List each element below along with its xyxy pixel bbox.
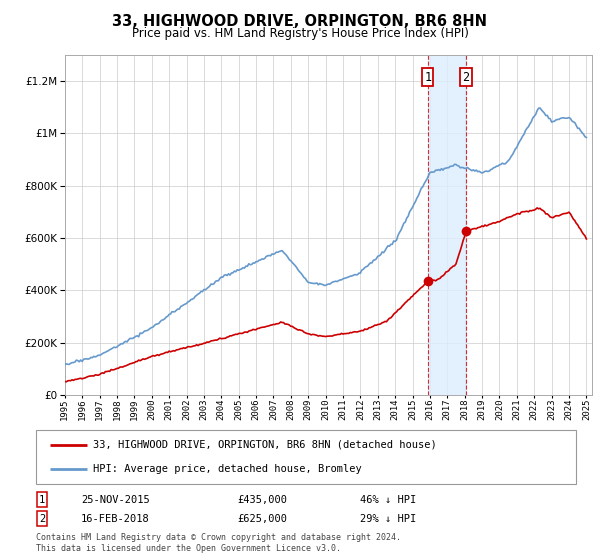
Text: 2: 2 (39, 514, 45, 524)
Text: 46% ↓ HPI: 46% ↓ HPI (360, 494, 416, 505)
Text: 2: 2 (463, 71, 470, 83)
Bar (428, 55, 466, 395)
Text: 29% ↓ HPI: 29% ↓ HPI (360, 514, 416, 524)
Text: £625,000: £625,000 (237, 514, 287, 524)
Text: Price paid vs. HM Land Registry's House Price Index (HPI): Price paid vs. HM Land Registry's House … (131, 27, 469, 40)
Text: 25-NOV-2015: 25-NOV-2015 (81, 494, 150, 505)
Text: 33, HIGHWOOD DRIVE, ORPINGTON, BR6 8HN: 33, HIGHWOOD DRIVE, ORPINGTON, BR6 8HN (113, 14, 487, 29)
Text: 16-FEB-2018: 16-FEB-2018 (81, 514, 150, 524)
Text: 33, HIGHWOOD DRIVE, ORPINGTON, BR6 8HN (detached house): 33, HIGHWOOD DRIVE, ORPINGTON, BR6 8HN (… (92, 440, 436, 450)
Text: 1: 1 (424, 71, 431, 83)
Text: £435,000: £435,000 (237, 494, 287, 505)
Text: Contains HM Land Registry data © Crown copyright and database right 2024.
This d: Contains HM Land Registry data © Crown c… (36, 533, 401, 553)
FancyBboxPatch shape (36, 430, 576, 484)
Text: HPI: Average price, detached house, Bromley: HPI: Average price, detached house, Brom… (92, 464, 361, 474)
Text: 1: 1 (39, 494, 45, 505)
